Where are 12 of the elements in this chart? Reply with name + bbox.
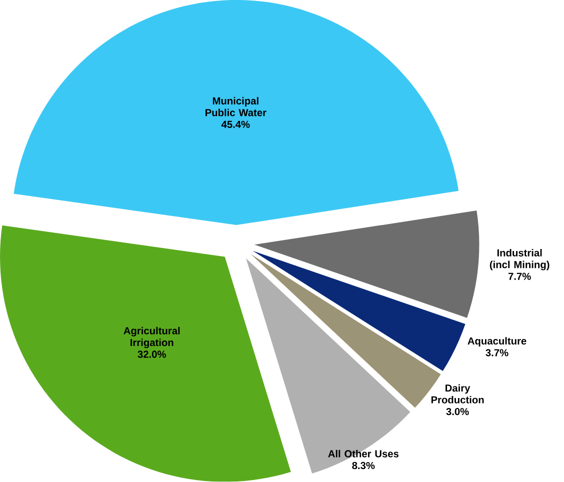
slice-label: All Other Uses [328, 450, 399, 458]
slice-label: Industrial (incl Mining) [490, 249, 550, 270]
slice-label: Dairy Production [431, 384, 484, 404]
data-label: 32.0% [138, 350, 166, 358]
data-label: 3.0% [446, 408, 469, 416]
slice-label: Aquaculture [468, 337, 526, 347]
slice-label: Agricultural Irrigation [124, 326, 180, 348]
data-label: 7.7% [508, 272, 531, 280]
data-label: 3.7% [486, 349, 508, 356]
data-label: 45.4% [221, 120, 250, 128]
slice-label: Municipal Public Water [206, 97, 266, 116]
data-label: 8.3% [352, 462, 375, 470]
